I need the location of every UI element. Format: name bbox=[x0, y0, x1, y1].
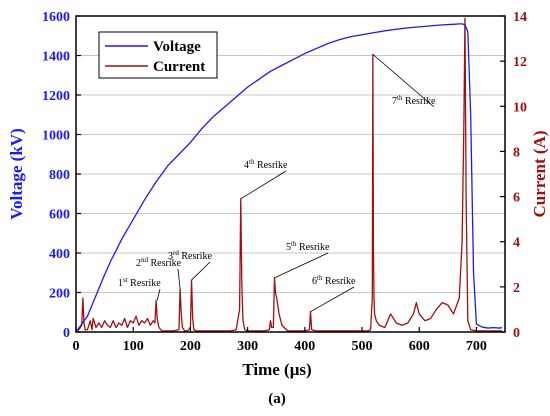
x-tick-label: 700 bbox=[466, 339, 487, 354]
annotation-label: 5th Resrike bbox=[286, 240, 330, 253]
annotation-resrike-4: 4th Resrike bbox=[240, 158, 288, 200]
annotation-leader-line bbox=[310, 286, 355, 313]
annotation-leader-line bbox=[177, 268, 181, 290]
series-line-voltage bbox=[75, 23, 503, 333]
y-left-tick-label: 400 bbox=[49, 247, 70, 262]
annotation-resrike-3: 3rd Resrike bbox=[168, 249, 212, 281]
y-left-tick-label: 600 bbox=[49, 208, 70, 223]
legend-label-current: Current bbox=[153, 59, 205, 75]
annotation-leader-line bbox=[274, 252, 329, 279]
annotation-label: 7th Resrike bbox=[392, 94, 436, 107]
annotation-leader-line bbox=[156, 288, 161, 301]
y-left-tick-label: 1400 bbox=[42, 50, 70, 65]
y-right-tick-label: 8 bbox=[513, 145, 520, 160]
annotation-label: 3rd Resrike bbox=[168, 249, 212, 262]
y-right-tick-label: 12 bbox=[513, 55, 527, 70]
x-tick-label: 200 bbox=[180, 339, 201, 354]
x-axis-title: Time (μs) bbox=[242, 360, 311, 379]
annotation-label: 1st Resrike bbox=[118, 276, 161, 289]
x-axis-ticks: 0 100 200 300 400 500 600 700 bbox=[73, 327, 487, 354]
y-right-tick-label: 14 bbox=[513, 10, 527, 25]
annotation-leader-line bbox=[240, 170, 287, 200]
annotation-label: 4th Resrike bbox=[244, 158, 288, 171]
y-right-tick-label: 10 bbox=[513, 100, 527, 115]
annotation-resrike-2: 2nd Resrike bbox=[136, 256, 182, 290]
annotation-leader-line bbox=[372, 54, 435, 108]
x-tick-label: 300 bbox=[237, 339, 258, 354]
x-tick-label: 100 bbox=[123, 339, 144, 354]
annotation-leader-line bbox=[191, 261, 211, 281]
series-line-current bbox=[75, 17, 503, 332]
annotation-resrike-7: 7th Resrike bbox=[372, 54, 436, 108]
y-left-tick-label: 800 bbox=[49, 168, 70, 183]
y-left-tick-label: 200 bbox=[49, 287, 70, 302]
annotation-resrike-1: 1st Resrike bbox=[118, 276, 161, 301]
annotation-label: 6th Resrike bbox=[312, 274, 356, 287]
y-right-axis-title: Current (A) bbox=[530, 130, 549, 217]
x-tick-label: 400 bbox=[294, 339, 315, 354]
y-left-tick-label: 1600 bbox=[42, 10, 70, 25]
y-left-tick-label: 0 bbox=[63, 326, 70, 341]
legend: Voltage Current bbox=[98, 31, 218, 79]
y-left-tick-label: 1000 bbox=[42, 129, 70, 144]
y-right-tick-label: 0 bbox=[513, 326, 520, 341]
annotation-resrike-6: 6th Resrike bbox=[310, 274, 356, 313]
figure-caption: (a) bbox=[268, 391, 286, 407]
y-left-axis-title: Voltage (kV) bbox=[7, 128, 26, 219]
y-right-tick-label: 4 bbox=[513, 236, 520, 251]
legend-label-voltage: Voltage bbox=[153, 39, 201, 55]
series-layer bbox=[75, 17, 503, 333]
y-right-tick-label: 2 bbox=[513, 281, 520, 296]
annotation-label: 2nd Resrike bbox=[136, 256, 182, 269]
y-right-tick-label: 6 bbox=[513, 191, 520, 206]
x-tick-label: 0 bbox=[73, 339, 80, 354]
x-tick-label: 500 bbox=[352, 339, 373, 354]
legend-box bbox=[98, 31, 218, 79]
y-left-axis-ticks: 0 200 400 600 800 1000 1200 1400 1600 bbox=[42, 10, 81, 341]
y-left-tick-label: 1200 bbox=[42, 89, 70, 104]
annotation-resrike-5: 5th Resrike bbox=[274, 240, 330, 279]
x-tick-label: 600 bbox=[409, 339, 430, 354]
y-right-axis-ticks: 0 2 4 6 8 10 12 14 bbox=[500, 10, 527, 341]
